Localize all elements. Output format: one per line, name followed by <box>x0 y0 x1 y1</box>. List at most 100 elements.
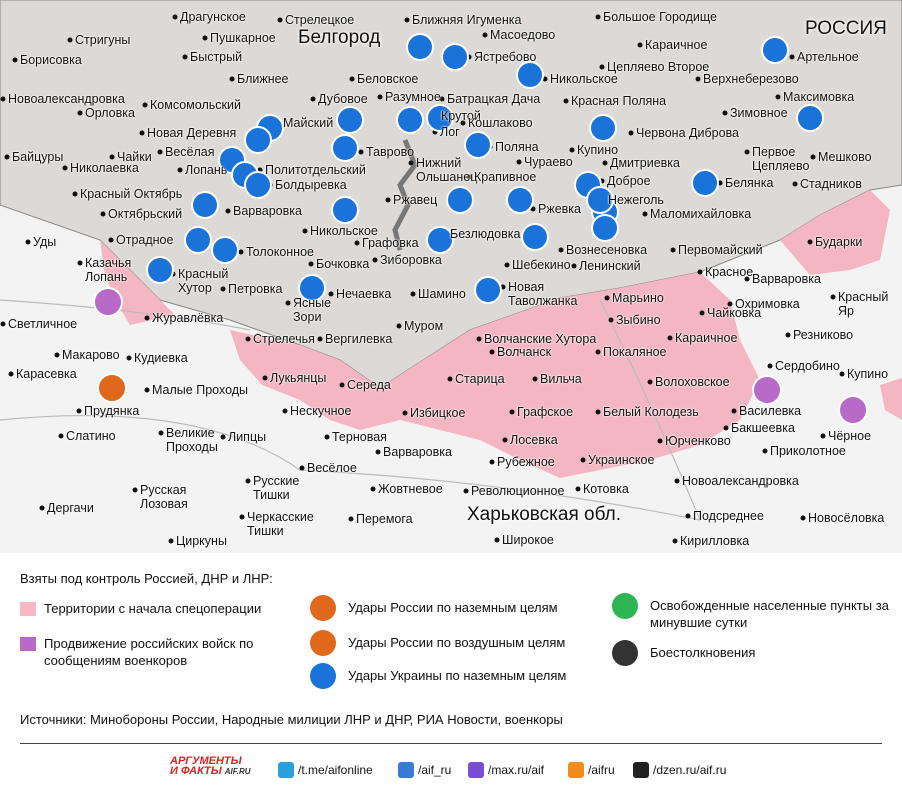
place-dot <box>177 167 183 173</box>
place-dot <box>642 211 648 217</box>
place-dot <box>225 208 231 214</box>
place-label: Приколотное <box>770 444 846 458</box>
legend-label: Продвижение российских войск по сообщени… <box>44 636 254 668</box>
place-dot <box>657 438 663 444</box>
place-label: Волчанские Хутора <box>484 332 597 346</box>
place-dot <box>595 349 601 355</box>
place-label: Червона Диброва <box>636 126 739 140</box>
place-dot <box>349 76 355 82</box>
place-label: Цепляево Второе <box>607 60 710 74</box>
place-label: Чёрное <box>828 429 872 443</box>
place-label: Октябрьский <box>108 207 183 221</box>
place-label: Резниково <box>793 328 854 342</box>
place-dot <box>404 17 410 23</box>
place-dot <box>285 300 291 306</box>
footer-link[interactable]: /t.me/aifonline <box>278 762 373 778</box>
place-dot <box>637 42 643 48</box>
place-label: Белый Колодезь <box>603 405 699 419</box>
place-dot <box>372 257 378 263</box>
sources: Источники: Минобороны России, Народные м… <box>20 712 563 727</box>
place-label: Графское <box>517 405 574 419</box>
place-dot <box>262 375 268 381</box>
place-dot <box>489 459 495 465</box>
place-dot <box>575 486 581 492</box>
place-dot <box>144 387 150 393</box>
place-dot <box>563 98 569 104</box>
strike-marker <box>211 236 239 264</box>
place-label: Русские Тишки <box>253 474 300 502</box>
place-dot <box>599 64 605 70</box>
place-label: Купино <box>847 367 889 381</box>
place-dot <box>723 425 729 431</box>
place-dot <box>697 269 703 275</box>
place-label: Ястребово <box>474 50 537 64</box>
place-label: Отрадное <box>116 233 174 247</box>
place-dot <box>385 197 391 203</box>
place-label: Бударки <box>815 235 863 249</box>
place-label: Масоедово <box>490 28 556 42</box>
place-dot <box>608 317 614 323</box>
place-label: Василевка <box>739 404 802 418</box>
place-label: Никольское <box>550 72 618 86</box>
footer-icon <box>398 762 414 778</box>
strike-marker <box>516 61 544 89</box>
footer-link[interactable]: /dzen.ru/aif.ru <box>633 762 726 778</box>
place-dot <box>0 96 6 102</box>
place-dot <box>569 147 575 153</box>
footer-link[interactable]: /aifru <box>568 762 615 778</box>
place-dot <box>672 538 678 544</box>
place-label: Карасевка <box>16 367 77 381</box>
footer-link-text: /t.me/aifonline <box>298 763 373 777</box>
place-label: Муром <box>404 319 444 333</box>
footer-link-text: /dzen.ru/aif.ru <box>653 763 727 777</box>
place-dot <box>358 149 364 155</box>
place-label: Революционное <box>471 484 565 498</box>
logo: АРГУМЕНТЫ И ФАКТЫ AIF.RU <box>170 756 251 777</box>
legend-label: Боестолкновения <box>650 645 756 660</box>
place-label: Батрацкая Дача <box>447 92 541 106</box>
country-label: РОССИЯ <box>805 18 887 39</box>
place-dot <box>699 310 705 316</box>
place-label: Жовтневое <box>378 482 443 496</box>
place-dot <box>667 335 673 341</box>
place-label: Новоалександровка <box>682 474 799 488</box>
place-dot <box>282 408 288 414</box>
place-dot <box>604 295 610 301</box>
place-label: Купино <box>577 143 619 157</box>
place-label: Ржевка <box>538 202 581 216</box>
place-label: Макарово <box>62 348 120 362</box>
place-label: Вознесеновка <box>566 243 648 257</box>
place-label: Белянка <box>725 176 774 190</box>
place-dot <box>168 538 174 544</box>
legend-title: Взяты под контроль Россией, ДНР и ЛНР: <box>20 571 273 586</box>
divider <box>20 743 882 744</box>
legend-swatch <box>310 630 336 656</box>
place-label: Красный Октябрь <box>80 187 183 201</box>
place-dot <box>39 505 45 511</box>
place-label: Майский <box>283 116 334 130</box>
footer-link[interactable]: /aif_ru <box>398 762 451 778</box>
place-label: Чайковка <box>707 306 762 320</box>
place-label: Беловское <box>357 72 419 86</box>
legend-swatch <box>612 593 638 619</box>
place-dot <box>396 323 402 329</box>
place-dot <box>504 262 510 268</box>
place-label: Лопань <box>185 163 228 177</box>
place-label: Большое Городище <box>603 10 717 24</box>
strike-marker <box>761 36 789 64</box>
strike-marker <box>586 186 614 214</box>
place-dot <box>830 294 836 300</box>
footer-link[interactable]: /max.ru/aif <box>468 762 544 778</box>
strike-marker <box>336 106 364 134</box>
place-label: Циркуны <box>176 534 227 548</box>
place-label: Максимовка <box>783 90 855 104</box>
place-dot <box>402 410 408 416</box>
place-dot <box>595 14 601 20</box>
place-dot <box>731 408 737 414</box>
place-dot <box>100 211 106 217</box>
place-dot <box>76 408 82 414</box>
place-label: Шамино <box>418 287 466 301</box>
place-dot <box>807 239 813 245</box>
place-dot <box>354 240 360 246</box>
